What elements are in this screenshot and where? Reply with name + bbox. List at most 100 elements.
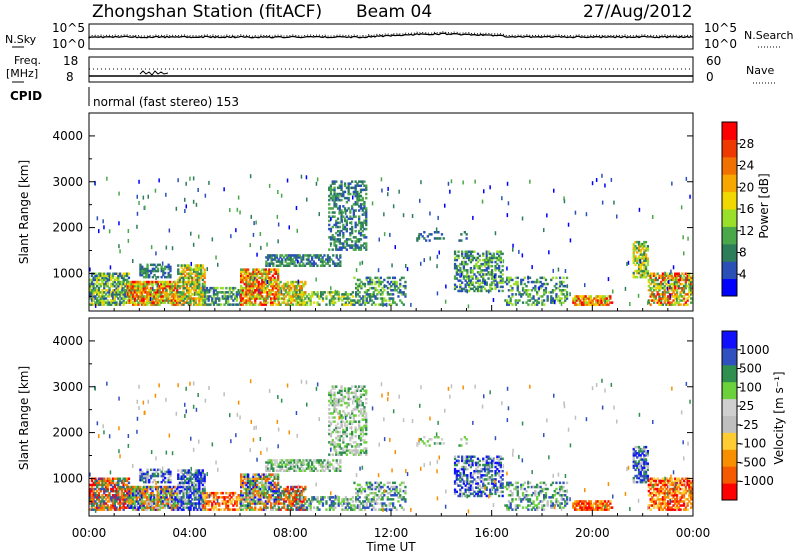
velocity-cell	[273, 473, 276, 476]
power-cell	[297, 297, 300, 300]
power-cell	[656, 272, 659, 275]
power-cell	[347, 186, 350, 190]
power-cell	[252, 270, 255, 273]
power-cell	[198, 297, 201, 300]
power-cell	[468, 285, 471, 289]
velocity-cell	[139, 496, 142, 499]
velocity-cell	[97, 487, 101, 491]
power-cell	[122, 278, 125, 282]
velocity-cell	[264, 479, 267, 483]
velocity-cell	[158, 508, 161, 511]
velocity-cell	[269, 485, 273, 489]
power-cell	[363, 282, 367, 286]
power-cell	[365, 293, 368, 296]
power-cell	[581, 301, 584, 304]
power-cell	[677, 278, 680, 282]
power-cell	[133, 289, 137, 292]
power-cell	[381, 301, 384, 304]
power-cell	[444, 203, 446, 208]
power-cell	[147, 282, 151, 286]
velocity-cell	[248, 502, 252, 505]
velocity-cell	[194, 506, 197, 509]
power-cell	[122, 299, 125, 302]
power-cell	[312, 260, 315, 263]
power-cell	[187, 303, 190, 306]
power-cell	[644, 249, 648, 252]
velocity-cell	[176, 498, 179, 501]
velocity-cell	[133, 496, 137, 499]
power-cell	[537, 280, 540, 284]
power-cell	[174, 299, 177, 302]
power-cell	[290, 301, 293, 304]
power-cell	[462, 264, 465, 268]
power-cell	[156, 289, 159, 292]
velocity-cell	[128, 498, 131, 501]
power-cell	[273, 280, 276, 284]
power-cell	[453, 283, 457, 286]
velocity-cell	[153, 472, 156, 476]
velocity-cell	[122, 481, 125, 485]
velocity-cell	[103, 481, 106, 485]
power-cell	[249, 174, 252, 179]
velocity-cell	[259, 481, 262, 485]
velocity-cell	[108, 498, 111, 501]
power-cell	[192, 299, 196, 302]
power-cell	[146, 271, 149, 275]
power-cell	[350, 293, 353, 296]
power-cell	[254, 301, 257, 304]
power-cell	[647, 300, 649, 305]
power-cell	[563, 196, 565, 201]
power-cell	[660, 280, 663, 284]
velocity-cell	[212, 498, 216, 501]
power-cell	[315, 277, 317, 282]
power-cell	[365, 215, 368, 218]
power-cell	[300, 301, 303, 304]
power-cell	[681, 286, 684, 290]
velocity-cell	[165, 485, 168, 489]
power-cell	[626, 262, 628, 267]
power-cell	[269, 303, 273, 306]
power-cell	[528, 276, 532, 280]
power-cell	[682, 295, 686, 298]
power-cell	[335, 221, 338, 225]
power-cell	[688, 291, 691, 294]
power-cell	[338, 225, 341, 229]
power-cell	[365, 289, 368, 292]
power-cell	[377, 282, 381, 286]
power-cell	[106, 289, 109, 292]
power-cell	[365, 223, 368, 227]
power-cell	[494, 256, 497, 260]
power-cell	[475, 277, 478, 280]
velocity-cell	[304, 508, 307, 511]
velocity-cell	[255, 489, 259, 493]
power-cell	[167, 273, 170, 277]
power-cell	[335, 262, 338, 265]
velocity-cell	[90, 479, 94, 483]
power-cell	[377, 280, 381, 284]
power-cell	[336, 234, 340, 237]
power-cell	[684, 301, 687, 304]
velocity-cell	[298, 504, 302, 507]
power-cell	[666, 286, 669, 291]
velocity-cell	[90, 487, 94, 491]
velocity-cell	[252, 479, 255, 483]
power-cell	[668, 284, 672, 288]
power-cell	[541, 284, 544, 288]
velocity-cell	[240, 496, 243, 499]
power-cell	[453, 262, 457, 266]
power-cell	[266, 293, 269, 296]
power-cell	[277, 270, 280, 273]
power-cell	[266, 254, 270, 257]
velocity-cell	[140, 498, 144, 501]
power-cell	[160, 275, 163, 279]
power-cell	[532, 297, 535, 300]
velocity-cell	[115, 500, 118, 503]
power-cell	[207, 299, 210, 302]
power-cell	[365, 227, 368, 231]
power-cell	[575, 295, 578, 298]
power-cell	[96, 297, 99, 300]
power-cell	[329, 236, 333, 239]
power-cell	[356, 278, 360, 282]
velocity-cell	[275, 483, 278, 487]
velocity-cell	[269, 506, 273, 509]
